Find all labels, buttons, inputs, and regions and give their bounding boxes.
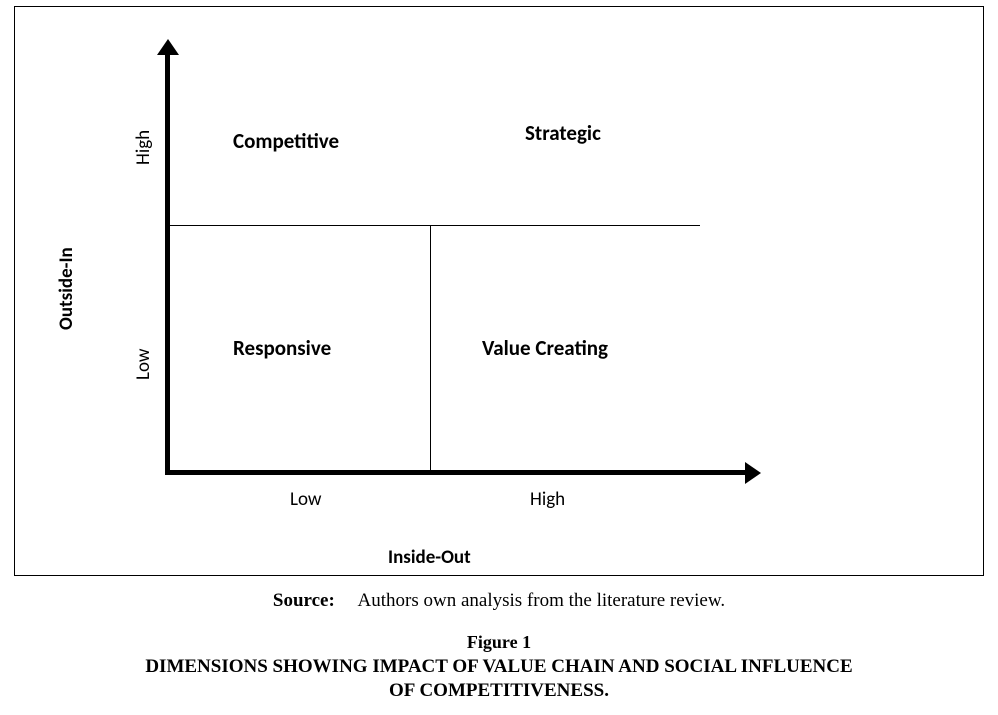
x-axis-title: Inside-Out	[388, 546, 471, 569]
page: Competitive Strategic Responsive Value C…	[0, 0, 998, 715]
x-axis-arrow-icon	[745, 462, 761, 484]
figure-title-line2: OF COMPETITIVENESS.	[0, 680, 998, 702]
figure-number: Figure 1	[0, 632, 998, 653]
quadrant-label-top-right: Strategic	[525, 120, 601, 146]
quadrant-divider-horizontal	[170, 225, 700, 226]
x-tick-low: Low	[290, 488, 322, 511]
x-tick-high: High	[530, 488, 565, 511]
figure-frame	[14, 6, 984, 576]
y-axis-title: Outside-In	[55, 247, 78, 330]
y-tick-low: Low	[132, 348, 155, 380]
quadrant-divider-vertical	[430, 225, 431, 470]
y-axis	[165, 55, 170, 475]
quadrant-label-top-left: Competitive	[233, 128, 339, 154]
source-label: Source:	[273, 590, 335, 611]
y-axis-arrow-icon	[157, 39, 179, 55]
quadrant-label-bottom-right: Value Creating	[482, 335, 608, 361]
source-text: Authors own analysis from the literature…	[358, 590, 726, 611]
figure-source: Source: Authors own analysis from the li…	[0, 590, 998, 612]
quadrant-label-bottom-left: Responsive	[233, 335, 331, 361]
x-axis	[165, 470, 745, 475]
y-tick-high: High	[132, 130, 155, 165]
figure-title-line1: DIMENSIONS SHOWING IMPACT OF VALUE CHAIN…	[0, 656, 998, 678]
